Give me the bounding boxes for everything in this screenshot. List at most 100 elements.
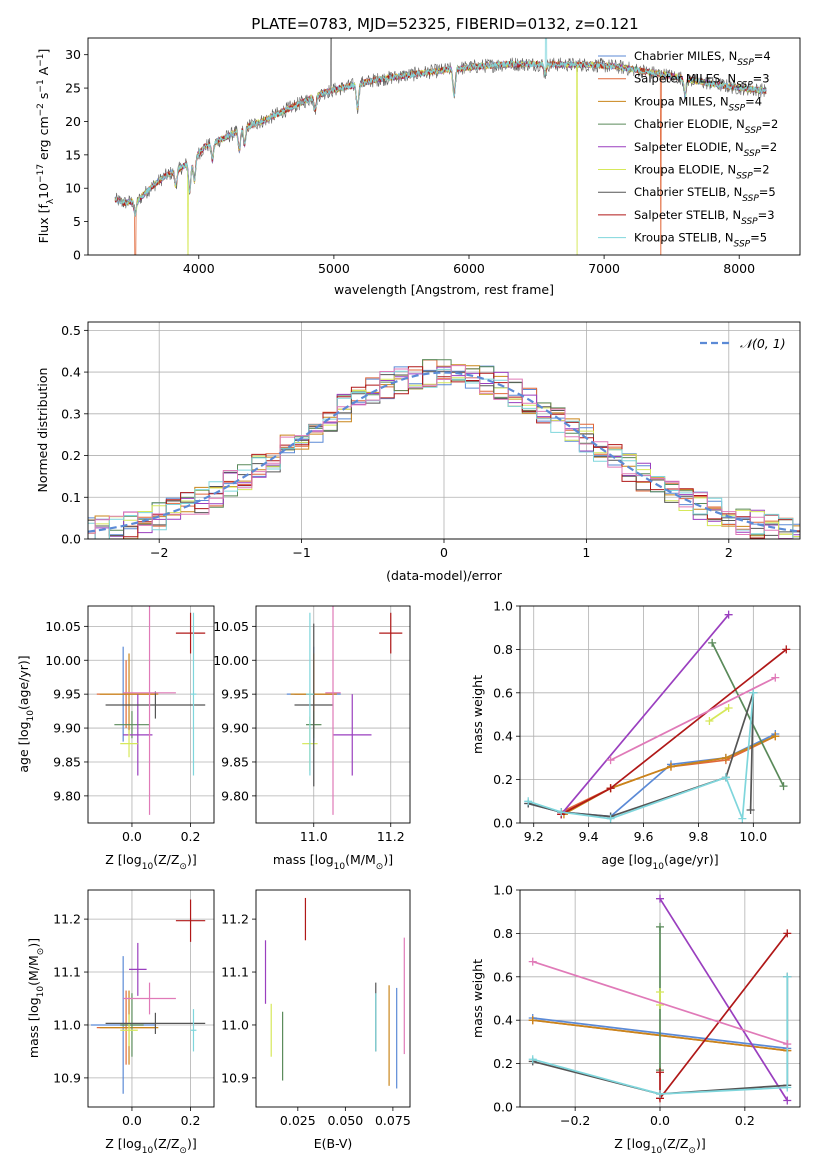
x-axis-label: Z [log10(Z/Z⊙)] <box>614 1136 705 1156</box>
x-axis-label-part: Z [log <box>614 1136 650 1151</box>
y-axis-label-part: 10 <box>26 710 36 722</box>
legend-label-part: Chabrier MILES, N <box>634 49 737 63</box>
x-tick-label: 0.0 <box>122 829 142 844</box>
x-axis-label: Z [log10(Z/Z⊙)] <box>105 852 196 872</box>
x-tick-label: 0.2 <box>181 1113 201 1128</box>
legend-label-part: =2 <box>761 117 778 131</box>
x-tick-label: 0.075 <box>375 1113 411 1128</box>
y-axis-label-part: ] <box>36 49 51 54</box>
weight-marker-chabrier_stelib <box>746 805 755 814</box>
errorbars <box>90 899 206 1094</box>
y-tick-label: 0.2 <box>493 772 513 787</box>
legend-label-part: =3 <box>753 72 770 86</box>
y-tick-label: 11.0 <box>53 1017 81 1032</box>
legend-label-part: SSP <box>736 172 753 182</box>
x-axis-label: wavelength [Angstrom, rest frame] <box>334 282 554 297</box>
x-axis-label: age [log10(age/yr)] <box>601 852 718 872</box>
x-tick-label: 4000 <box>183 261 215 276</box>
x-axis-label: (data-model)/error <box>386 568 503 583</box>
x-tick-label: 8000 <box>723 261 755 276</box>
y-tick-label: 0.3 <box>61 406 81 421</box>
y-axis-label-part: λ <box>46 198 56 204</box>
figure-title: PLATE=0783, MJD=52325, FIBERID=0132, z=0… <box>251 15 638 33</box>
x-tick-label: 9.4 <box>579 829 599 844</box>
weight-marker-kroupa_stelib <box>656 1089 664 1098</box>
y-tick-label: 9.95 <box>221 687 249 702</box>
weight-marker-kroupa_miles <box>666 762 675 771</box>
legend-label-part: =2 <box>760 140 777 154</box>
legend-label-part: =4 <box>754 49 771 63</box>
legend-label-part: =2 <box>753 163 770 177</box>
y-axis-label-part: )] <box>26 938 41 948</box>
x-axis-label-part: )] <box>187 1136 197 1151</box>
legend-label-part: Salpeter ELODIE, N <box>634 140 744 154</box>
legend-label: Salpeter ELODIE, NSSP=2 <box>634 140 777 159</box>
y-axis-label-part: 10 <box>36 986 46 998</box>
legend-label-part: =4 <box>745 94 762 108</box>
weight-marker-kroupa_miles <box>721 753 730 762</box>
x-tick-label: 0.2 <box>735 1113 755 1128</box>
weight-marker-extra_pink <box>528 957 537 966</box>
x-tick-label: −1 <box>292 545 310 560</box>
y-tick-label: 0.0 <box>493 816 513 831</box>
x-axis-label-part: 10 <box>334 862 346 872</box>
x-tick-label: 9.2 <box>524 829 544 844</box>
x-axis-label-part: 10 <box>651 1146 663 1156</box>
y-axis-label-part: A <box>36 66 51 79</box>
weight-marker-kroupa_stelib <box>749 688 758 697</box>
errorbars <box>264 897 405 1089</box>
weight-line-extra_pink <box>610 676 776 761</box>
y-axis-label-part: 10 <box>36 183 51 199</box>
y-tick-label: 25 <box>65 81 81 96</box>
x-tick-label: 9.8 <box>688 829 708 844</box>
x-axis-label-part: (Z/Z <box>662 1136 688 1151</box>
x-tick-label: −2 <box>150 545 168 560</box>
x-tick-label: 0.025 <box>280 1113 316 1128</box>
normal-curve <box>88 371 800 533</box>
legend-label: Chabrier MILES, NSSP=4 <box>634 49 771 68</box>
weight-marker-extra_pink <box>771 673 780 682</box>
weight-marker-kroupa_elodie <box>656 987 664 996</box>
legend-label: Salpeter MILES, NSSP=3 <box>634 72 770 91</box>
y-axis-label: mass weight <box>470 675 485 754</box>
y-axis-label: mass [log10(M/M⊙)] <box>26 938 46 1058</box>
legend-label-part: Kroupa STELIB, N <box>634 231 734 245</box>
x-tick-label: 10.0 <box>739 829 767 844</box>
weight-lines <box>528 894 792 1105</box>
axes-frame <box>255 605 411 824</box>
mass-vs-ebv-panel: 0.025 0.050 0.075 10.9 11.0 11.1 11.2 E(B-V) <box>221 889 411 1151</box>
weight-marker-kroupa_stelib <box>528 1055 537 1064</box>
y-tick-label: 10.00 <box>45 653 81 668</box>
histogram-salpeter_stelib <box>88 366 800 539</box>
weight-marker-kroupa_miles <box>528 1016 537 1025</box>
y-tick-label: 10 <box>65 181 81 196</box>
weight-marker-extra_pink <box>783 1040 792 1049</box>
axes-frame <box>87 889 215 1108</box>
legend-label-part: SSP <box>734 240 751 250</box>
weight-marker-chabrier_elodie <box>708 638 717 647</box>
histogram-extra_pink <box>88 365 800 539</box>
y-tick-label: 9.80 <box>53 788 81 803</box>
x-axis-label-part: 10 <box>142 1146 154 1156</box>
age-vs-mass-panel: 11.0 11.2 9.80 9.85 9.90 9.95 10.00 10.05 mass [… <box>213 605 411 872</box>
axes-frame <box>87 605 215 824</box>
y-tick-label: 11.2 <box>53 912 81 927</box>
legend-label-part: SSP <box>736 81 753 91</box>
histograms <box>88 359 800 539</box>
axes-frame <box>87 321 801 540</box>
y-tick-label: 11.1 <box>221 965 249 980</box>
x-tick-label: 5000 <box>318 261 350 276</box>
y-axis-label-part: (M/M <box>26 955 41 986</box>
weight-marker-extra_pink <box>606 756 615 765</box>
axes-frame <box>519 889 801 1108</box>
weight-line-kroupa_elodie <box>708 707 730 722</box>
y-tick-label: 10.9 <box>53 1070 81 1085</box>
x-axis-label-part: Z [log <box>105 1136 141 1151</box>
weight-marker-salpeter_stelib <box>656 1068 664 1077</box>
weight-marker-kroupa_stelib <box>783 972 792 981</box>
y-tick-label: 9.90 <box>221 721 249 736</box>
errorbars <box>286 606 403 815</box>
spectrum-lines <box>114 38 767 255</box>
